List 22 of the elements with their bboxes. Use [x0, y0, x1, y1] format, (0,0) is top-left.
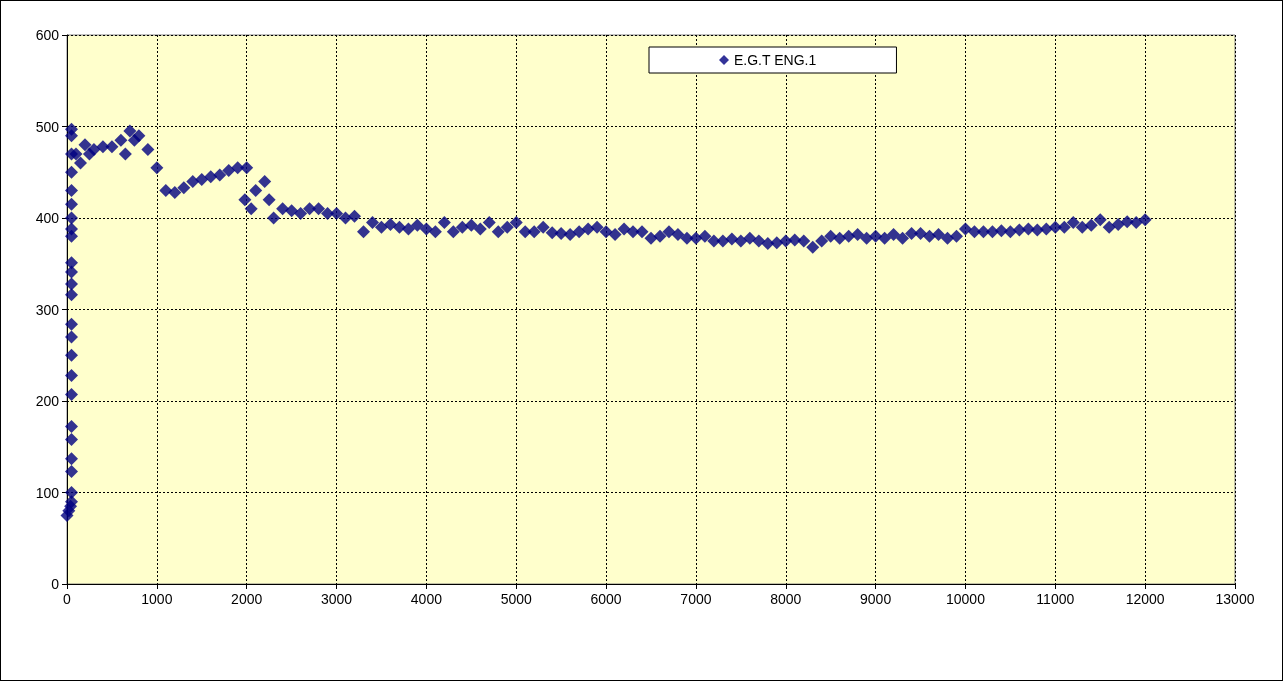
x-tick-label: 7000 [680, 591, 712, 607]
x-tick-label: 13000 [1215, 591, 1255, 607]
x-tick-label: 4000 [410, 591, 443, 607]
x-tick-label: 11000 [1036, 591, 1075, 607]
x-tick-label: 9000 [860, 591, 892, 607]
y-tick-label: 200 [35, 393, 60, 409]
x-tick-label: 2000 [231, 591, 263, 607]
x-tick-label: 8000 [770, 591, 802, 607]
y-tick-label: 300 [35, 301, 60, 318]
x-tick-label: 6000 [590, 591, 622, 607]
x-tick-label: 0 [63, 591, 72, 607]
legend-label: E.G.T ENG.1 [734, 52, 817, 68]
y-tick-label: 100 [35, 484, 60, 501]
x-tick-label: 12000 [1125, 591, 1165, 607]
y-tick-label: 500 [35, 118, 60, 135]
x-tick-label: 5000 [500, 591, 533, 607]
x-tick-label: 1000 [141, 591, 173, 607]
x-tick-label: 3000 [320, 591, 353, 607]
y-tick-label: 400 [35, 210, 60, 226]
y-tick-label: 0 [51, 576, 60, 592]
x-tick-label: 10000 [945, 591, 986, 607]
y-tick-label: 600 [35, 27, 60, 43]
